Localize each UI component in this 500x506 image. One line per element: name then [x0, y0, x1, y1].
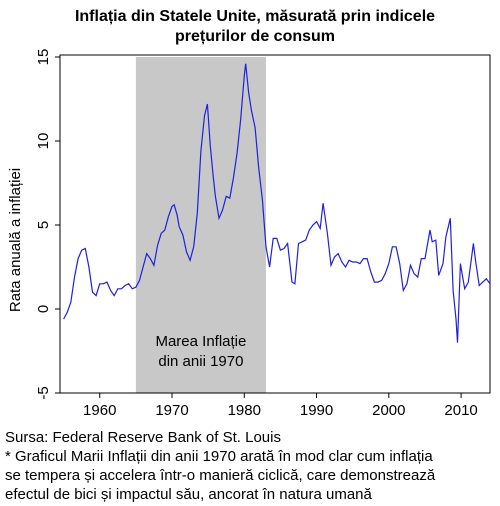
y-tick-label: 15: [35, 49, 52, 66]
y-axis-label: Rata anuală a inflației: [7, 168, 24, 312]
footnote: efectul de bici și impactul său, ancorat…: [5, 486, 373, 503]
plot-frame: [59, 54, 491, 394]
annotation: din anii 1970: [158, 353, 243, 370]
x-tick-label: 1990: [300, 402, 333, 419]
footnote: Sursa: Federal Reserve Bank of St. Louis: [5, 429, 281, 446]
chart-title: Inflația din Statele Unite, măsurată pri…: [75, 8, 435, 25]
shaded-region: [135, 57, 266, 393]
annotation: Marea Inflație: [155, 333, 246, 350]
footnote: se tempera și accelera într-o manieră ci…: [5, 467, 436, 484]
footnote: * Graficul Marii Inflații din anii 1970 …: [5, 448, 433, 465]
chart-title: prețurilor de consum: [175, 28, 335, 45]
x-tick-label: 2000: [372, 402, 405, 419]
x-tick-label: 1960: [83, 402, 116, 419]
x-tick-label: 1970: [155, 402, 188, 419]
x-tick-label: 1980: [228, 402, 261, 419]
y-tick-label: 10: [35, 133, 52, 150]
data-line: [63, 63, 491, 343]
y-tick-label: 0: [35, 305, 52, 313]
y-tick-label: 5: [35, 221, 52, 229]
y-tick-label: -5: [35, 386, 52, 399]
x-tick-label: 2010: [444, 402, 477, 419]
